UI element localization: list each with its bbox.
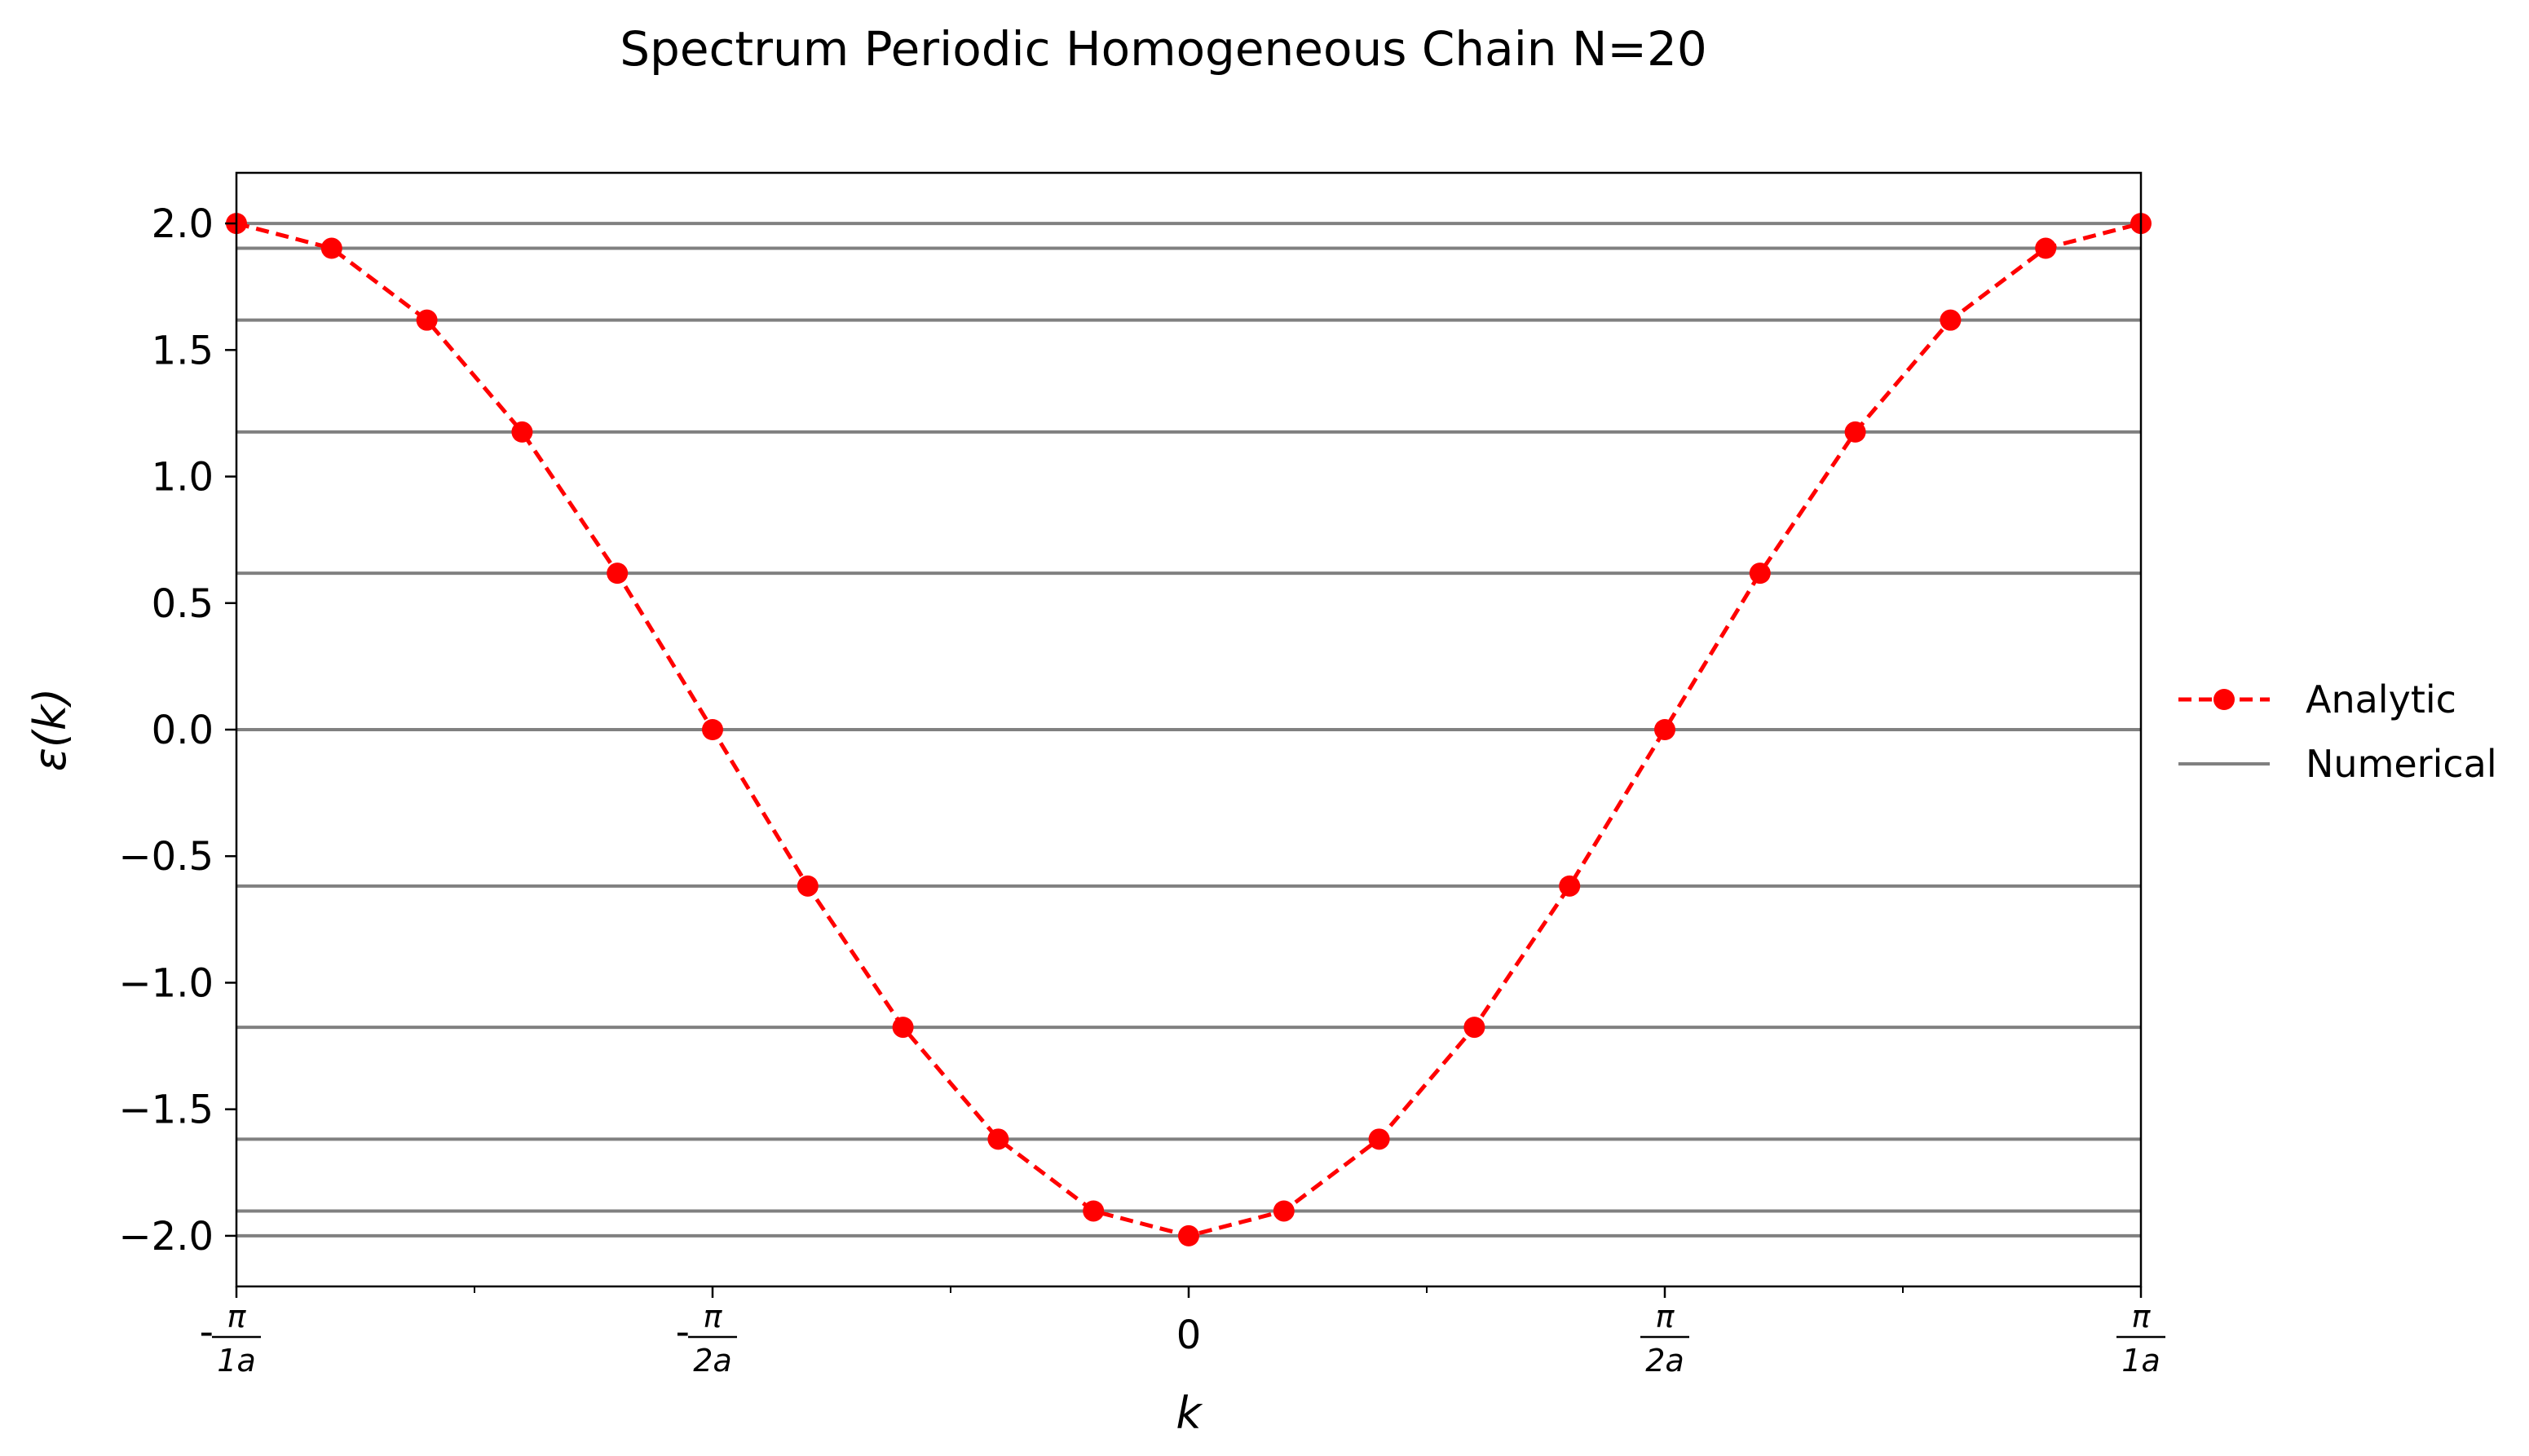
analytic-point-18 — [1940, 309, 1962, 331]
analytic-point-4 — [607, 563, 629, 585]
x-tick-denominator-0: 1a — [217, 1343, 255, 1379]
analytic-point-6 — [797, 875, 819, 897]
y-tick-label-0: 2.0 — [152, 201, 214, 247]
y-tick-label-2: 1.0 — [152, 455, 214, 501]
legend-numerical-label: Numerical — [2306, 742, 2497, 786]
chart-title: Spectrum Periodic Homogeneous Chain N=20 — [620, 21, 1707, 77]
x-tick-sign-0: - — [200, 1309, 214, 1355]
analytic-point-15 — [1654, 719, 1675, 740]
analytic-point-3 — [511, 421, 533, 443]
analytic-point-2 — [416, 309, 438, 331]
analytic-point-19 — [2035, 237, 2057, 259]
y-tick-label-8: −2.0 — [118, 1214, 214, 1260]
y-tick-label-4: 0.0 — [152, 708, 214, 753]
analytic-point-16 — [1749, 563, 1771, 585]
analytic-point-9 — [1083, 1200, 1105, 1222]
analytic-point-11 — [1273, 1200, 1295, 1222]
x-tick-numerator-4: π — [2132, 1299, 2152, 1335]
y-axis-label: ε(k) — [24, 688, 76, 772]
legend-analytic-label: Analytic — [2306, 677, 2456, 721]
analytic-point-1 — [320, 237, 342, 259]
numerical-lines — [236, 222, 2141, 1238]
x-tick-numerator-0: π — [227, 1299, 247, 1335]
analytic-point-12 — [1368, 1128, 1390, 1150]
analytic-point-13 — [1463, 1017, 1485, 1039]
analytic-point-17 — [1844, 421, 1866, 443]
x-tick-label-2: 0 — [1176, 1313, 1202, 1358]
y-tick-label-5: −0.5 — [118, 834, 214, 880]
y-axis: 2.0 1.5 1.0 0.5 0.0 −0.5 −1.0 −1.5 −2.0 — [118, 201, 236, 1260]
y-tick-label-7: −1.5 — [118, 1088, 214, 1133]
x-tick-denominator-4: 1a — [2121, 1343, 2160, 1379]
y-tick-label-1: 1.5 — [152, 328, 214, 373]
x-tick-denominator-3: 2a — [1645, 1343, 1684, 1379]
x-tick-denominator-1: 2a — [693, 1343, 731, 1379]
legend-analytic-marker — [2213, 689, 2235, 710]
x-tick-sign-1: - — [676, 1309, 690, 1355]
analytic-point-7 — [892, 1017, 914, 1039]
y-tick-label-6: −1.0 — [118, 960, 214, 1006]
x-tick-numerator-3: π — [1656, 1299, 1675, 1335]
analytic-point-10 — [1178, 1224, 1199, 1246]
x-tick-numerator-1: π — [704, 1299, 723, 1335]
analytic-series — [226, 213, 2152, 1246]
analytic-point-8 — [987, 1128, 1009, 1150]
analytic-point-5 — [702, 719, 723, 740]
legend: Analytic Numerical — [2178, 677, 2497, 786]
y-tick-label-3: 0.5 — [152, 581, 214, 627]
x-axis-label: k — [1176, 1388, 1203, 1439]
analytic-point-14 — [1559, 875, 1581, 897]
